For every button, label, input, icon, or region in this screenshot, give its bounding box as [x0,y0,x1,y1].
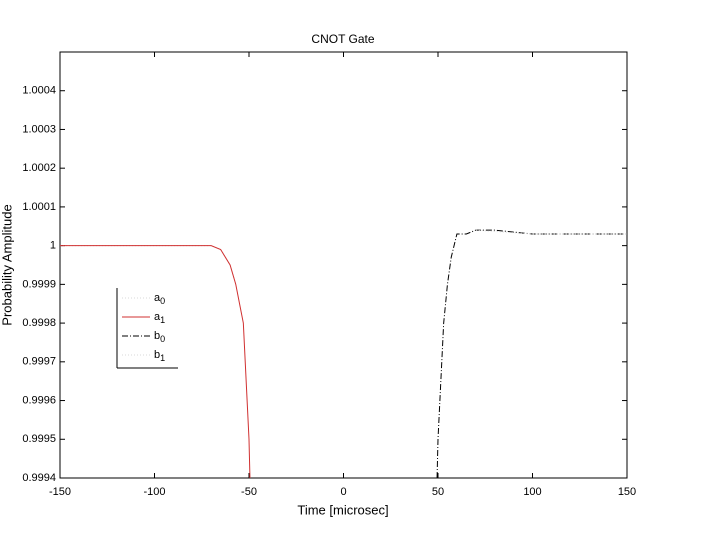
x-tick-label: 150 [618,486,636,498]
y-tick-label: 0.9997 [22,356,56,368]
x-tick-label: 100 [523,486,541,498]
x-tick-label: 50 [432,486,444,498]
legend-label: b0 [154,330,165,344]
legend-label: a1 [154,311,165,325]
x-tick-label: -150 [49,486,71,498]
y-tick-label: 1 [50,240,56,252]
legend-label: b1 [154,349,165,363]
x-tick-label: 0 [340,486,346,498]
y-tick-label: 1.0003 [22,123,56,135]
y-tick-label: 1.0001 [22,201,56,213]
x-tick-label: -50 [241,486,257,498]
x-axis-label: Time [microsec] [297,502,388,517]
y-tick-label: 0.9999 [22,278,56,290]
x-tick-label: -100 [143,486,165,498]
plot-area [59,51,628,479]
y-tick-label: 0.9996 [22,394,56,406]
legend-label: a0 [154,292,165,306]
series-line [436,229,627,479]
y-tick-label: 1.0004 [22,85,56,97]
series-line [60,245,251,479]
series-line [475,229,627,235]
y-tick-label: 1.0002 [22,162,56,174]
y-tick-label: 0.9994 [22,472,56,484]
y-tick-label: 0.9998 [22,317,56,329]
y-axis-label: Probability Amplitude [0,204,14,325]
chart-title: CNOT Gate [311,32,374,46]
y-tick-label: 0.9995 [22,433,56,445]
